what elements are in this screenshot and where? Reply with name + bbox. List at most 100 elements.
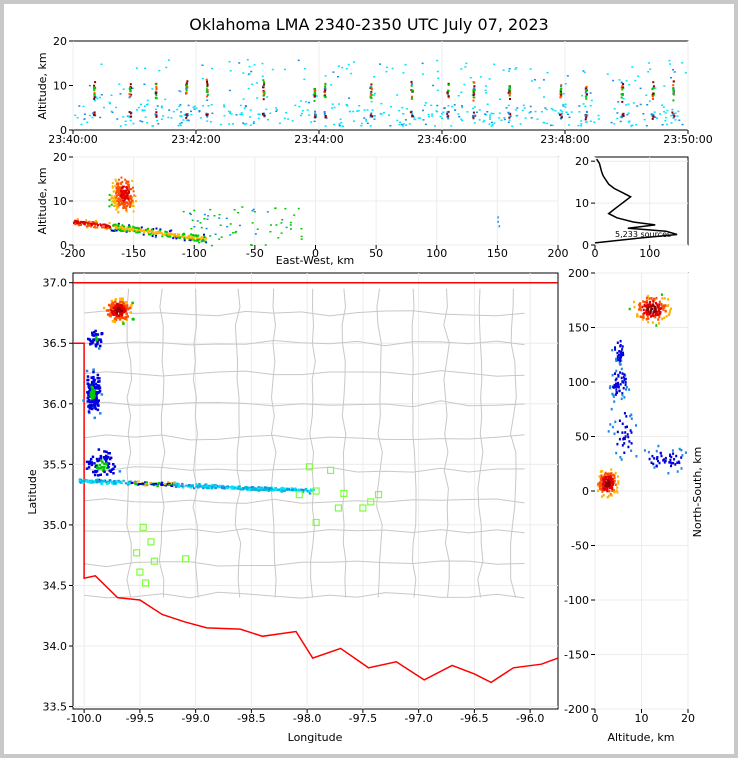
east-west-source: [264, 244, 267, 246]
north-south-source: [605, 476, 608, 479]
north-south-source: [605, 472, 608, 476]
time-height-source: [472, 87, 475, 90]
time-height-source: [402, 123, 405, 125]
time-height-source: [672, 91, 675, 94]
north-south-source: [603, 473, 606, 476]
north-south-source: [630, 413, 633, 416]
north-south-source: [649, 303, 651, 307]
plan-view-source: [87, 410, 91, 413]
time-height-source: [488, 123, 491, 125]
east-west-source: [175, 237, 178, 240]
time-height-source: [229, 111, 232, 113]
east-west-source: [155, 231, 157, 234]
north-south-source: [614, 372, 617, 375]
north-south-source: [656, 310, 659, 314]
north-south-source: [635, 455, 638, 458]
plan-view-source: [100, 459, 103, 462]
plan-view-source: [152, 483, 155, 486]
plan-view-source: [174, 486, 178, 488]
time-height-source: [408, 123, 411, 125]
plan-view-source: [131, 317, 135, 321]
time-height-source: [185, 113, 188, 116]
plan-view-panel: -100.0 -99.5 -99.0 -98.5 -98.0 -97.5 -97.0 -96.…: [26, 272, 559, 744]
time-height-source: [427, 113, 430, 116]
north-south-source: [623, 396, 626, 399]
east-west-source: [209, 208, 212, 211]
plan-view-source: [81, 481, 85, 484]
east-west-source: [118, 204, 121, 206]
time-height-source: [294, 104, 297, 107]
time-height-source: [620, 96, 623, 99]
plan-view-source: [107, 462, 111, 465]
time-height-source: [155, 108, 157, 111]
north-south-source: [602, 477, 605, 480]
plan-view-source: [239, 488, 242, 491]
time-height-source: [156, 105, 159, 107]
plan-view-source: [122, 479, 125, 482]
plan-view-source: [156, 485, 159, 488]
time-height-source: [128, 87, 131, 90]
east-west-source: [125, 210, 128, 213]
time-height-source: [324, 87, 327, 90]
time-height-source: [559, 88, 562, 91]
time-height-source: [333, 106, 336, 109]
time-height-source: [324, 115, 327, 118]
east-west-source: [131, 179, 134, 182]
time-height-source: [446, 111, 449, 114]
east-west-x-tick-label: 100: [426, 247, 447, 260]
north-south-source: [620, 359, 623, 362]
plan-view-source: [115, 304, 118, 308]
time-height-source: [627, 112, 630, 114]
time-height-source: [244, 105, 247, 108]
east-west-source: [91, 221, 94, 223]
time-height-source: [515, 67, 518, 69]
north-south-source: [609, 485, 612, 488]
east-west-source: [129, 202, 132, 205]
north-south-y-tick-label: 150: [568, 322, 589, 335]
east-west-source: [117, 197, 120, 200]
time-height-source: [210, 104, 213, 106]
time-height-source: [661, 104, 664, 106]
lma-station-marker: [150, 557, 158, 565]
time-height-source: [678, 119, 681, 121]
east-west-source: [155, 232, 158, 235]
time-height-source: [164, 98, 167, 101]
east-west-source: [132, 190, 135, 193]
time-height-source: [564, 83, 567, 85]
time-height-source: [180, 111, 183, 113]
plan-view-source: [99, 340, 103, 343]
plan-view-source: [95, 466, 99, 469]
east-west-source: [145, 228, 147, 231]
east-west-source: [125, 207, 128, 210]
time-height-source: [337, 65, 340, 67]
north-south-source: [662, 308, 665, 311]
time-height-source: [662, 106, 665, 108]
plan-view-source: [90, 461, 94, 464]
north-south-source: [639, 306, 642, 309]
time-height-source: [389, 125, 392, 127]
north-south-source: [639, 315, 642, 318]
east-west-source: [139, 229, 142, 232]
north-south-source: [681, 454, 684, 457]
plan-view-source: [131, 301, 134, 305]
time-height-source: [239, 113, 242, 116]
north-south-source: [612, 483, 615, 486]
time-height-source: [622, 112, 625, 115]
plan-view-source: [301, 488, 305, 491]
time-height-source: [155, 92, 157, 95]
time-height-source: [670, 114, 673, 117]
time-height-source: [565, 111, 568, 113]
north-south-source: [606, 481, 608, 485]
time-height-source: [246, 59, 249, 61]
time-height-source: [651, 117, 654, 120]
east-west-source: [204, 237, 207, 240]
time-height-source: [227, 110, 230, 113]
plan-view-source: [123, 304, 127, 308]
north-south-source: [613, 489, 615, 492]
east-west-source: [186, 236, 189, 239]
east-west-source: [110, 197, 113, 200]
north-south-source: [614, 420, 617, 424]
county-line: [84, 560, 525, 568]
time-height-source: [245, 123, 248, 125]
time-height-source: [648, 62, 651, 64]
